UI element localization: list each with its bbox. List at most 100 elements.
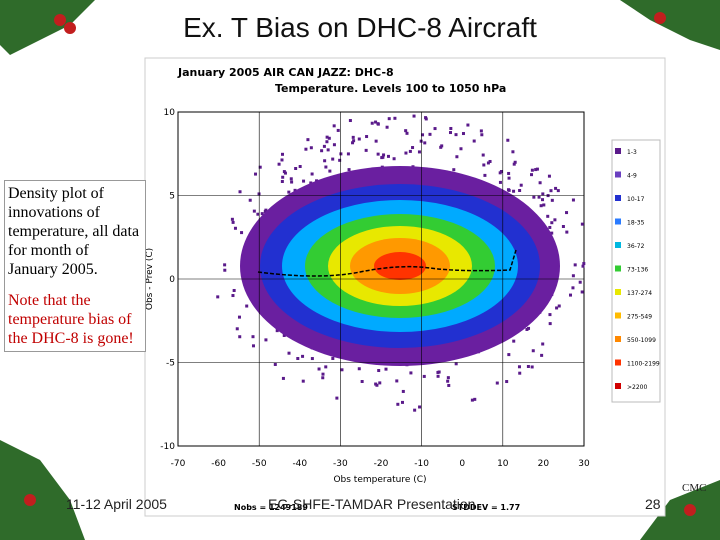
density-cell — [280, 180, 284, 184]
density-cell — [283, 171, 287, 175]
density-cell — [400, 400, 404, 404]
density-cell — [446, 376, 450, 380]
density-cell — [275, 329, 279, 333]
footer-center: EG-SHFE-TAMDAR Presentation — [268, 496, 476, 512]
legend-label: 4-9 — [627, 173, 637, 180]
density-cell — [296, 357, 300, 361]
density-cell — [565, 211, 569, 215]
density-cell — [238, 190, 242, 194]
density-cell — [499, 169, 503, 173]
density-cell — [380, 156, 384, 160]
density-cell — [548, 313, 552, 317]
density-cell — [483, 173, 487, 177]
legend-label: 1-3 — [627, 149, 637, 156]
density-cell — [505, 380, 509, 384]
density-cell — [301, 354, 305, 358]
density-cell — [260, 212, 264, 216]
density-cell — [448, 131, 452, 135]
density-cell — [263, 209, 267, 213]
density-cell — [287, 190, 291, 194]
x-tick-label: -10 — [414, 459, 429, 469]
density-cell — [512, 162, 516, 166]
density-cell — [324, 365, 328, 369]
density-cell — [418, 405, 422, 409]
density-cell — [396, 402, 400, 406]
slide-title: Ex. T Bias on DHC-8 Aircraft — [183, 12, 537, 43]
plot-title: January 2005 AIR CAN JAZZ: DHC-8 — [177, 66, 394, 79]
density-cell — [331, 157, 335, 161]
legend-label: 1100-2199 — [627, 361, 660, 368]
legend-swatch — [615, 242, 621, 248]
density-cell — [518, 371, 522, 375]
density-cell — [326, 148, 330, 152]
density-cell — [346, 152, 350, 156]
legend-label: >2200 — [627, 384, 647, 391]
density-cell — [578, 280, 582, 284]
density-cell — [231, 294, 235, 298]
density-cell — [323, 159, 327, 163]
density-cell — [348, 119, 352, 123]
density-cell — [473, 397, 477, 401]
x-tick-label: -40 — [292, 459, 307, 469]
density-cell — [561, 225, 565, 229]
density-cell — [479, 129, 483, 133]
density-cell — [293, 188, 297, 192]
density-cell — [555, 306, 559, 310]
density-cell — [336, 128, 340, 132]
density-cell — [422, 374, 426, 378]
density-cell — [328, 169, 332, 173]
density-cell — [538, 181, 542, 185]
x-tick-label: 30 — [578, 459, 590, 469]
density-cell — [382, 153, 386, 157]
density-cell — [419, 139, 423, 143]
density-cell — [240, 231, 244, 235]
density-cell — [548, 322, 552, 326]
density-cell — [230, 217, 234, 221]
legend-swatch — [615, 336, 621, 342]
density-cell — [377, 369, 381, 373]
density-cell — [409, 371, 413, 375]
legend-label: 36-72 — [627, 243, 645, 250]
legend-swatch — [615, 383, 621, 389]
density-cell — [542, 203, 546, 207]
density-cell — [517, 365, 521, 369]
density-cell — [565, 230, 569, 234]
density-contour — [374, 252, 426, 280]
density-cell — [582, 262, 586, 266]
density-cell — [530, 173, 534, 177]
density-cell — [393, 116, 397, 120]
density-cell — [506, 188, 510, 192]
density-cell — [237, 315, 241, 319]
density-cell — [495, 381, 499, 385]
legend-label: 550-1099 — [627, 337, 656, 344]
logo: CMC — [682, 482, 707, 494]
density-cell — [302, 179, 306, 183]
density-cell — [449, 126, 453, 130]
density-cell — [264, 338, 268, 342]
density-cell — [273, 362, 277, 366]
density-cell — [374, 120, 378, 124]
density-cell — [347, 168, 351, 172]
density-cell — [290, 180, 294, 184]
density-cell — [301, 379, 305, 383]
density-cell — [553, 218, 557, 222]
density-cell — [581, 264, 585, 268]
density-cell — [498, 180, 502, 184]
density-cell — [223, 263, 227, 267]
density-cell — [412, 114, 416, 118]
x-tick-label: -60 — [211, 459, 226, 469]
density-cell — [527, 326, 531, 330]
density-cell — [392, 157, 396, 161]
density-cell — [439, 145, 443, 149]
density-cell — [486, 161, 490, 165]
density-cell — [421, 133, 425, 137]
density-cell — [317, 367, 321, 371]
density-cell — [507, 353, 511, 357]
density-cell — [413, 408, 417, 412]
density-cell — [547, 174, 551, 178]
density-cell — [411, 146, 415, 150]
density-cell — [252, 209, 256, 213]
density-cell — [488, 159, 492, 163]
density-cell — [335, 396, 339, 400]
density-cell — [309, 181, 313, 185]
